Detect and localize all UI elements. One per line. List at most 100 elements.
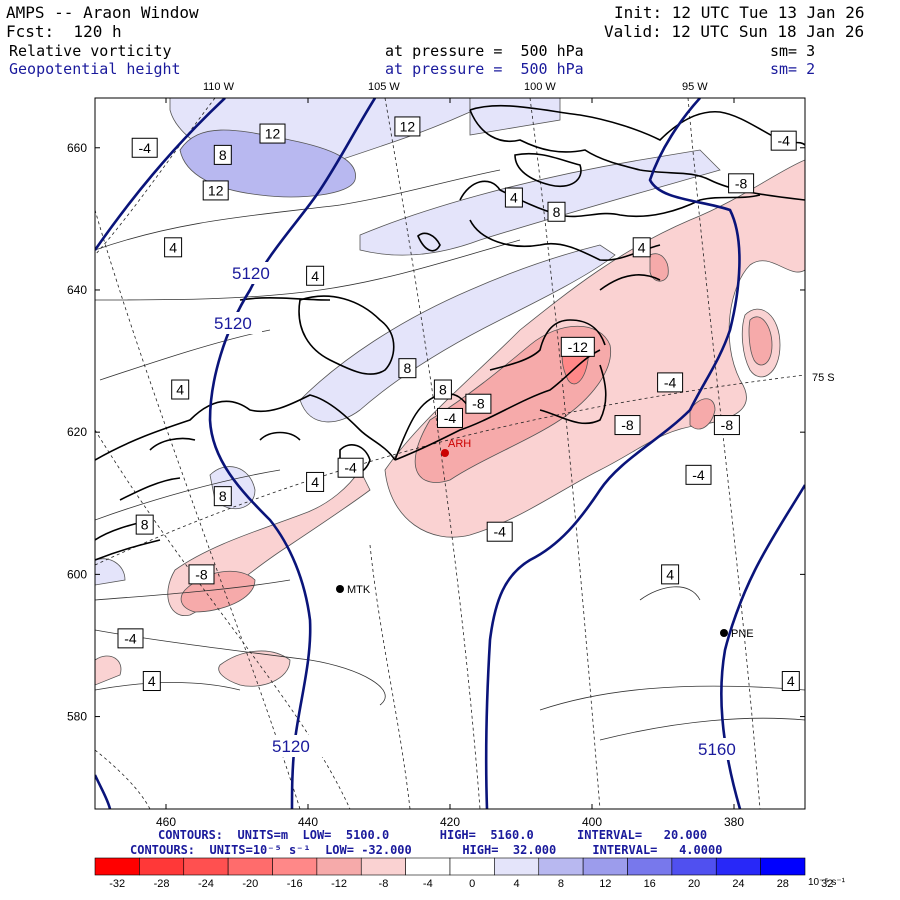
model-title: AMPS -- Araon Window [6, 3, 199, 22]
vorticity-label-box-15 [437, 407, 463, 428]
vorticity-label-12: 8 [404, 360, 412, 376]
colorbar-swatch-12 [627, 857, 673, 876]
colorbar-tick-13: 20 [688, 878, 700, 890]
vorticity-label-23: 8 [219, 488, 227, 504]
station-mtk-marker [336, 585, 344, 593]
field2-smoothing: sm= 2 [770, 60, 816, 78]
station-arh-marker [441, 449, 449, 457]
vorticity-label-14: 4 [176, 382, 184, 398]
neg-shade-strong-east [748, 316, 773, 366]
height-label-4: 5160 [698, 740, 736, 759]
x-tick-label-460: 460 [156, 815, 176, 829]
station-arh-label: ARH [448, 438, 471, 450]
plot-area: 5120 5120 5120 5160 -4 8 12 12 12 4 8 -4 -8 4 4 4 8 8… [95, 98, 805, 809]
field1-smoothing: sm= 3 [770, 42, 816, 60]
colorbar-tick-9: 4 [514, 878, 520, 890]
vorticity-label-box-28 [661, 564, 680, 585]
vorticity-label-22: 4 [311, 474, 319, 490]
colorbar-tick-7: -4 [423, 878, 433, 890]
y-tick-label-600: 600 [67, 567, 87, 581]
vorticity-label-box-21 [337, 457, 364, 478]
vorticity-label-31: 4 [148, 673, 156, 689]
colorbar-swatch-2 [183, 857, 229, 876]
colorbar-swatch-8 [449, 857, 495, 876]
colorbar-tick-0: -32 [109, 878, 125, 890]
footer-vorticity-contours: CONTOURS: UNITS=10⁻⁵ s⁻¹ LOW= -32.000 HI… [130, 843, 723, 857]
colorbar-swatch-15 [760, 857, 806, 876]
vorticity-label-17: -12 [568, 339, 588, 355]
vorticity-label-box-20 [713, 415, 740, 436]
neg-shade-strong-se [689, 398, 716, 430]
vorticity-label-2: 12 [265, 126, 281, 142]
meridian-95w [687, 98, 761, 809]
vorticity-label-27: -8 [195, 566, 208, 582]
vorticity-label-box-17 [560, 336, 595, 357]
axes: 460 440 420 400 380 660 640 620 600 580 [67, 98, 805, 829]
colorbar-swatch-14 [715, 857, 761, 876]
vorticity-label-19: -8 [621, 417, 634, 433]
colorbar-tick-15: 28 [777, 878, 789, 890]
colorbar-tick-8: 0 [469, 878, 475, 890]
vorticity-label-box-24 [135, 514, 154, 535]
vorticity-label-box-5 [504, 187, 523, 208]
parallel-75s [95, 374, 805, 566]
vorticity-label-box-4 [202, 180, 229, 201]
colorbar-tick-1: -28 [154, 878, 170, 890]
colorbar-tick-3: -20 [242, 878, 258, 890]
vorticity-contour-lines [95, 169, 805, 741]
colorbar-tick-6: -8 [379, 878, 389, 890]
y-tick-label-580: 580 [67, 710, 87, 724]
colorbar-swatch-7 [405, 857, 451, 876]
vorticity-label-box-14 [171, 379, 190, 400]
height-contour-b [208, 98, 377, 809]
init-time: Init: 12 UTC Tue 13 Jan 26 [614, 3, 865, 22]
vorticity-label-0: -4 [138, 140, 151, 156]
colorbar-tick-5: -12 [331, 878, 347, 890]
vorticity-label-box-7 [770, 130, 797, 151]
vorticity-label-box-23 [213, 486, 232, 507]
colorbar-swatch-13 [671, 857, 717, 876]
valid-time: Valid: 12 UTC Sun 18 Jan 26 [604, 22, 865, 41]
vorticity-label-5: 4 [510, 190, 518, 206]
vorticity-label-8: -8 [735, 175, 748, 191]
vorticity-label-box-25 [486, 521, 513, 542]
height-label-2: 5120 [214, 314, 252, 333]
lon-label-100w: 100 W [524, 81, 556, 93]
vorticity-label-box-6 [547, 201, 566, 222]
colorbar-swatch-9 [494, 857, 540, 876]
colorbar-swatch-1 [139, 857, 185, 876]
x-tick-label-380: 380 [724, 815, 744, 829]
vorticity-label-box-27 [188, 564, 215, 585]
colorbar-tick-10: 8 [558, 878, 564, 890]
vorticity-label-30: 4 [787, 673, 795, 689]
vorticity-label-18: -4 [664, 374, 677, 390]
station-pne-label: PNE [731, 628, 754, 640]
meridian-110w [95, 98, 216, 256]
neg-shade-small2 [95, 655, 122, 686]
station-mtk-label: MTK [347, 584, 371, 596]
height-contour-c [484, 98, 741, 809]
forecast-hour: Fcst: 120 h [6, 22, 122, 41]
field1-name: Relative vorticity [9, 42, 172, 60]
vorticity-label-1: 8 [219, 147, 227, 163]
vorticity-labels: -4 8 12 12 12 4 8 -4 -8 4 4 4 8 8 4 -4 -8 -12 -4 -8 -8 -4 4 8 8 -… [117, 116, 800, 692]
vorticity-label-29: -4 [124, 630, 137, 646]
colorbar-tick-14: 24 [732, 878, 744, 890]
longitude-labels: 110 W 105 W 100 W 95 W 75 S [203, 81, 835, 384]
meridian-west-b [95, 429, 351, 809]
colorbar-tick-16: 32 [821, 878, 833, 890]
colorbar-swatch-4 [272, 857, 318, 876]
lon-label-95w: 95 W [682, 81, 708, 93]
vorticity-label-box-0 [131, 137, 158, 158]
height-label-1: 5120 [232, 264, 270, 283]
height-contour-a [95, 98, 226, 251]
vorticity-label-20: -8 [721, 417, 734, 433]
vorticity-label-13: 8 [439, 382, 447, 398]
vorticity-label-16: -8 [472, 396, 485, 412]
vorticity-label-box-10 [306, 265, 325, 286]
graticule [95, 98, 805, 809]
lat-label-75s: 75 S [812, 372, 835, 384]
vorticity-label-box-12 [398, 358, 417, 379]
vorticity-label-26: -4 [692, 467, 705, 483]
